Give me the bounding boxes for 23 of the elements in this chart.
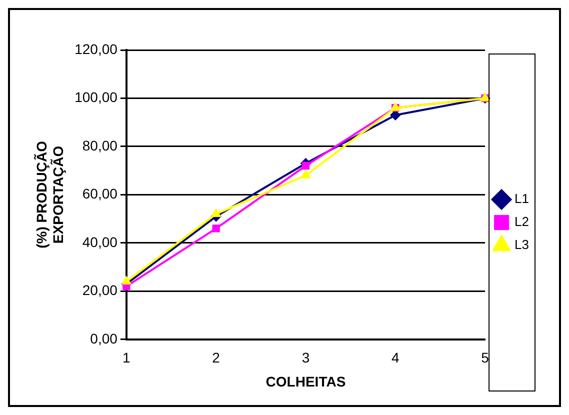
y-axis-title: (%) PRODUÇÃO EXPORTAÇÃO <box>33 140 66 248</box>
y-tick-label: 100,00 <box>74 89 118 106</box>
x-tick-label: 3 <box>302 350 310 366</box>
legend-label: L3 <box>514 237 530 252</box>
y-tick-label: 20,00 <box>82 282 118 298</box>
point <box>301 170 310 178</box>
y-tick-label: 120,00 <box>74 40 118 57</box>
legend-label: L1 <box>514 191 530 206</box>
x-axis-title: COLHEITAS <box>266 373 346 390</box>
legend-label: L2 <box>514 214 530 230</box>
point <box>212 224 220 232</box>
point <box>390 110 400 120</box>
x-tick-label: 5 <box>481 350 490 366</box>
point <box>212 208 221 217</box>
x-tick-label: 4 <box>391 350 400 366</box>
y-tick-label: 0,00 <box>90 330 118 346</box>
y-tick-label: 40,00 <box>82 234 118 250</box>
y-tick-label: 80,00 <box>82 137 118 154</box>
point <box>302 162 310 170</box>
y-tick-label: 60,00 <box>82 186 118 202</box>
x-tick-label: 1 <box>122 350 131 366</box>
point <box>122 276 131 285</box>
x-tick-label: 2 <box>212 350 220 366</box>
